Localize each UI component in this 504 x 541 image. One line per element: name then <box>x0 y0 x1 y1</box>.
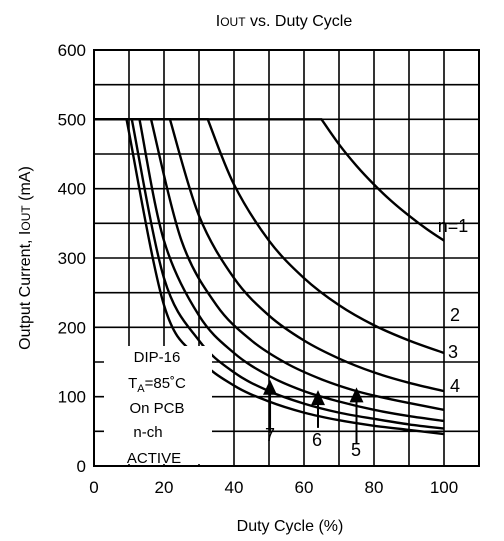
series-curve <box>94 118 445 242</box>
annotation-mode: ACTIVE <box>127 450 181 467</box>
annotation-temperature: TA=85˚C <box>128 375 186 395</box>
series-curve <box>94 118 445 355</box>
chart-title: IOUT vs. Duty Cycle <box>216 13 353 30</box>
arrows: 7 6 5 <box>263 379 364 460</box>
arrow-label: 5 <box>351 440 361 460</box>
x-tick-label: 0 <box>89 478 98 497</box>
annotation-board: On PCB <box>129 400 184 417</box>
arrow-label: 7 <box>265 425 275 445</box>
x-tick-label: 40 <box>225 478 244 497</box>
curve-label: 2 <box>450 305 460 325</box>
annotation-box: DIP-16 TA=85˚C On PCB n-ch ACTIVE <box>104 346 212 467</box>
title-subscript: OUT <box>220 15 246 29</box>
curve-label: n=1 <box>438 216 469 236</box>
ticks: 0 20 40 60 80 100 0 100 200 300 400 500 600 <box>58 41 459 497</box>
series-curve <box>94 118 445 436</box>
y-axis-label: Output Current, IOUT (mA) <box>17 166 34 350</box>
title-rest: vs. Duty Cycle <box>246 13 353 30</box>
annotation-channel: n-ch <box>133 424 162 441</box>
y-tick-label: 200 <box>58 318 86 337</box>
plot-frame <box>93 49 480 467</box>
arrow-head <box>311 390 325 406</box>
y-tick-label: 0 <box>77 457 86 476</box>
x-tick-label: 60 <box>295 478 314 497</box>
title-symbol: I <box>216 13 220 30</box>
x-axis-label: Duty Cycle (%) <box>237 518 344 535</box>
curves <box>94 118 445 436</box>
curve-label: 4 <box>450 376 460 396</box>
arrow-label: 6 <box>312 430 322 450</box>
series-curve <box>94 118 445 412</box>
x-tick-label: 20 <box>155 478 174 497</box>
series-curve <box>94 118 445 423</box>
x-tick-label: 80 <box>365 478 384 497</box>
annotation-package: DIP-16 <box>134 349 181 366</box>
series-curve <box>94 118 445 393</box>
y-tick-label: 400 <box>58 180 86 199</box>
y-tick-label: 500 <box>58 110 86 129</box>
curve-label: 3 <box>448 342 458 362</box>
arrow-head <box>349 387 364 403</box>
curve-labels: n=1 2 3 4 <box>438 216 469 396</box>
y-tick-label: 600 <box>58 41 86 60</box>
y-tick-label: 100 <box>58 388 86 407</box>
y-tick-label: 300 <box>58 249 86 268</box>
arrow-head <box>263 379 278 395</box>
x-tick-label: 100 <box>430 478 458 497</box>
annotation-background <box>104 346 212 464</box>
